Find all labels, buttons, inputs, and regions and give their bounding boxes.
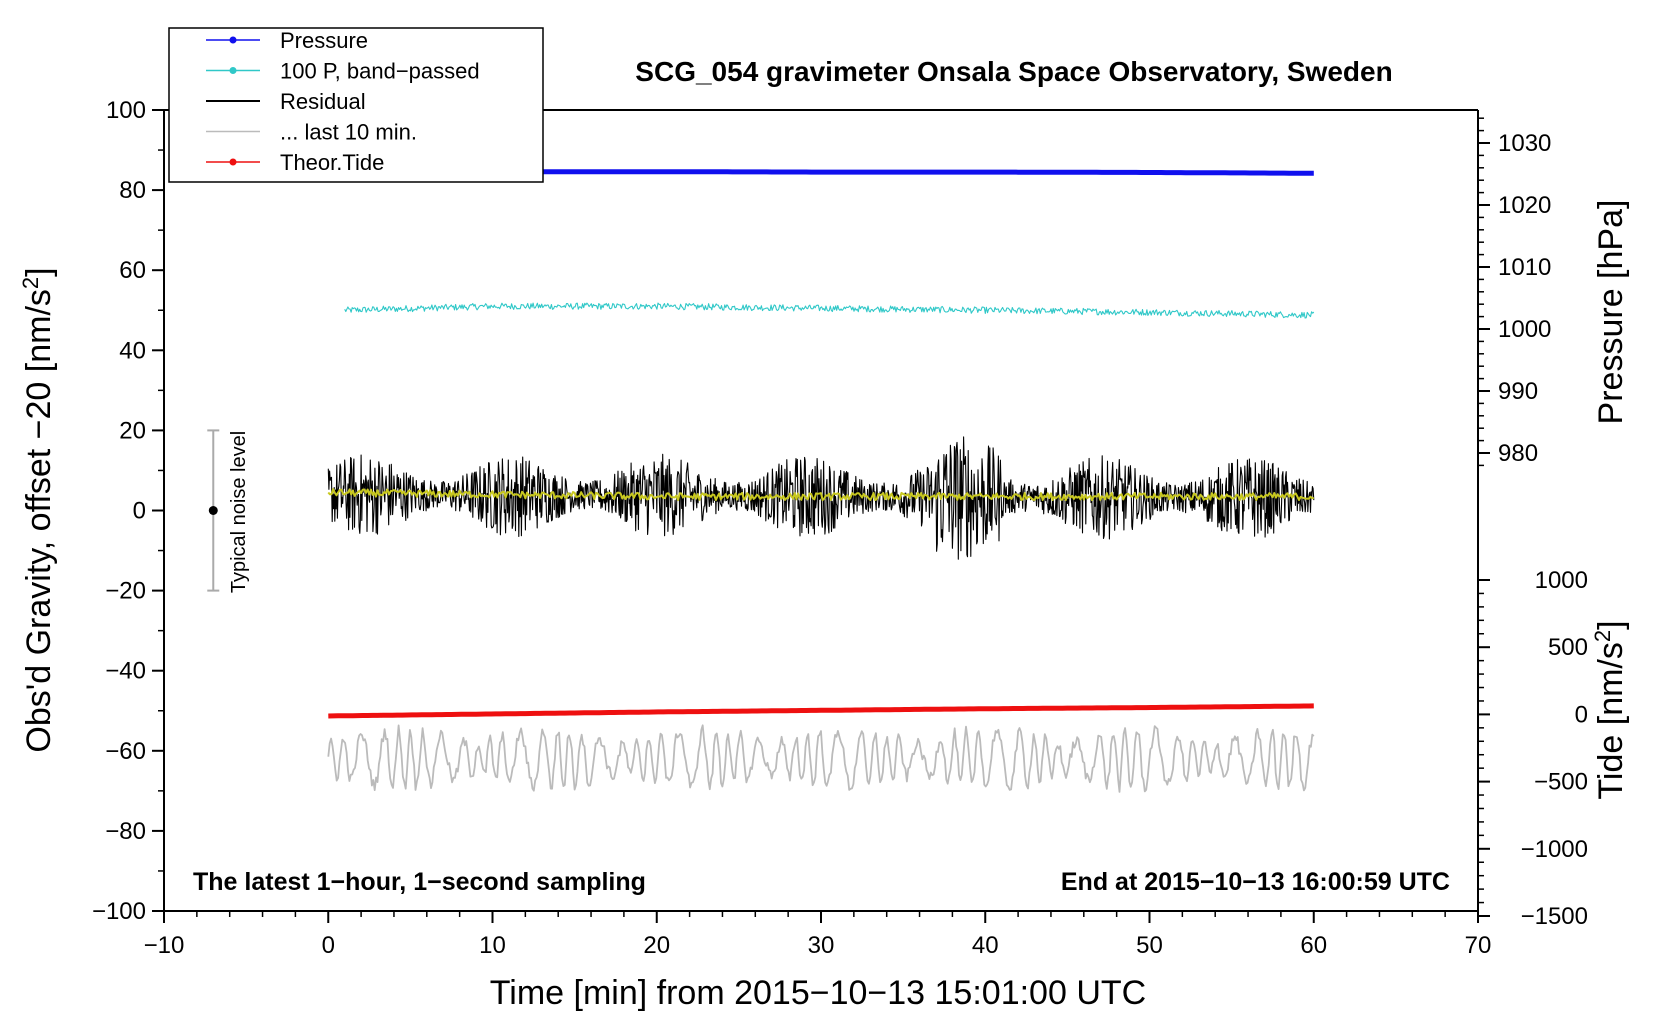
legend-label: Residual <box>280 89 366 114</box>
noise-level-label: Typical noise level <box>228 431 250 593</box>
legend-label: 100 P, band−passed <box>280 59 480 84</box>
tide-tick-label: −500 <box>1534 769 1588 796</box>
legend-box <box>168 27 544 183</box>
series-line-5 <box>328 703 1314 719</box>
y-tick-label: 0 <box>133 498 146 525</box>
series-line-4 <box>327 724 1315 793</box>
x-tick-label: 70 <box>1465 932 1492 959</box>
legend-swatch-marker <box>229 36 237 44</box>
tide-tick-label: 0 <box>1575 701 1588 728</box>
legend-label: Pressure <box>280 28 368 53</box>
series-line-1 <box>344 302 1315 319</box>
y-axis-title-left-main: Obs'd Gravity, offset −20 [nm/s <box>20 289 58 752</box>
legend-swatch-marker <box>229 67 237 74</box>
y-tick-label: −40 <box>105 658 146 685</box>
y-tick-label: 100 <box>106 97 146 124</box>
noise-level-indicator <box>207 429 220 592</box>
x-tick-label: 20 <box>643 932 670 959</box>
x-tick-label: 30 <box>808 932 835 959</box>
annotation-latest-hour: The latest 1−hour, 1−second sampling <box>193 868 646 896</box>
y-tick-label: 40 <box>119 337 146 364</box>
legend: Pressure 100 P, band−passed Residual ... la… <box>168 27 544 183</box>
series-line-2 <box>327 436 1315 560</box>
y-tick-label: −20 <box>105 578 146 605</box>
x-tick-label: 50 <box>1136 932 1163 959</box>
tide-tick-label: −1000 <box>1521 836 1588 863</box>
x-tick-label: 60 <box>1300 932 1327 959</box>
annotation-end-time: End at 2015−10−13 16:00:59 UTC <box>1061 868 1450 896</box>
y-tick-label: 80 <box>119 177 146 204</box>
y-tick-label: −60 <box>105 738 146 765</box>
tide-axis-title: Tide [nm/s2] <box>1590 620 1630 799</box>
tide-tick-label: −1500 <box>1521 903 1588 930</box>
pressure-tick-label: 1000 <box>1498 316 1551 343</box>
pressure-tick-label: 1020 <box>1498 192 1551 219</box>
pressure-axis-title: Pressure [hPa] <box>1592 200 1630 425</box>
legend-swatch-marker <box>229 158 237 166</box>
tide-axis-title-end: ] <box>1592 620 1630 629</box>
y-tick-label: −100 <box>92 898 146 925</box>
pressure-tick-label: 1010 <box>1498 254 1551 281</box>
legend-label: ... last 10 min. <box>280 120 417 145</box>
y-tick-label: 20 <box>119 417 146 444</box>
y-tick-label: −80 <box>105 818 146 845</box>
chart-title: SCG_054 gravimeter Onsala Space Observat… <box>635 56 1392 87</box>
tide-axis-title-sup: 2 <box>1590 630 1615 642</box>
x-tick-label: 0 <box>322 932 335 959</box>
x-tick-label: 10 <box>479 932 506 959</box>
x-tick-label: −10 <box>144 932 185 959</box>
pressure-tick-label: 990 <box>1498 378 1538 405</box>
pressure-tick-label: 980 <box>1498 440 1538 467</box>
series-line-3 <box>327 488 1314 502</box>
x-axis-title: Time [min] from 2015−10−13 15:01:00 UTC <box>490 974 1146 1012</box>
y-tick-label: 60 <box>119 257 146 284</box>
y-axis-title-left-sup: 2 <box>18 277 43 289</box>
legend-label: Theor.Tide <box>280 150 384 175</box>
pressure-tick-label: 1030 <box>1498 130 1551 157</box>
tide-tick-label: 500 <box>1548 634 1588 661</box>
x-tick-label: 40 <box>972 932 999 959</box>
tide-tick-label: 1000 <box>1535 567 1588 594</box>
axes-layer: −10 0 10 20 30 40 50 60 70100806040200−20−40−60−… <box>92 97 1588 959</box>
tide-axis-title-main: Tide [nm/s <box>1592 642 1630 799</box>
y-axis-title-left-end: ] <box>20 267 58 276</box>
noise-bar-dot <box>208 506 218 515</box>
y-axis-title-left: Obs'd Gravity, offset −20 [nm/s2] <box>18 267 58 752</box>
